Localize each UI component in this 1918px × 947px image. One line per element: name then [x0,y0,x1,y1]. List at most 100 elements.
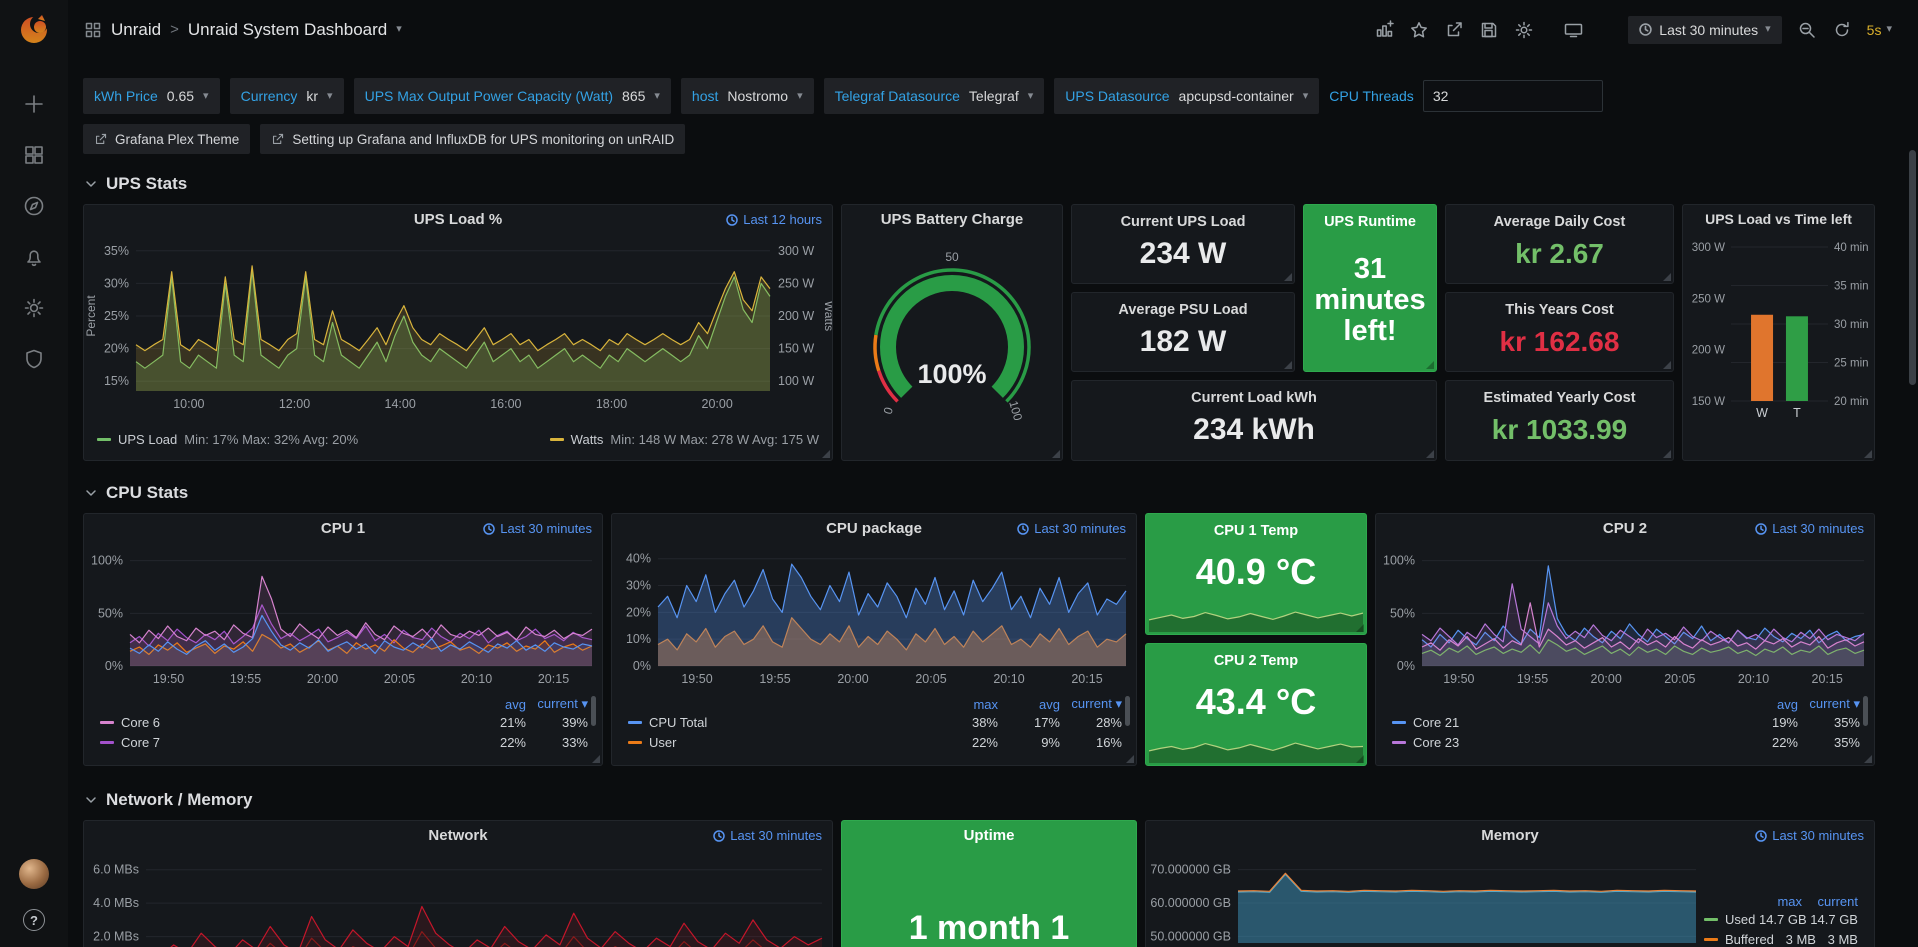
legend-row[interactable]: Used 14.7 GB 14.7 GB [1704,909,1858,929]
cpu-package-chart[interactable]: 40% 30% 20% 10% 0% 19:50 19:55 20:00 20:05 20:10 2… [612,542,1136,692]
panel-title[interactable]: Uptime [963,826,1015,844]
time-range-picker[interactable]: Last 30 minutes ▾ [1628,15,1782,44]
refresh-interval-picker[interactable]: 5s ▾ [1867,22,1892,38]
dashboards-icon[interactable] [22,143,46,167]
panel-title[interactable]: UPS Runtime [1324,214,1416,230]
legend-scrollbar[interactable] [1863,696,1868,726]
panel-title[interactable]: Current Load kWh [1191,390,1317,406]
panel-title[interactable]: Network [428,826,488,844]
variable-kwh-price[interactable]: kWh Price 0.65 ▾ [83,78,220,114]
dashboard-settings-gear-icon[interactable] [1514,20,1534,40]
panel-title[interactable]: Average Daily Cost [1493,214,1626,230]
legend-column-max[interactable]: max [1777,893,1802,909]
page-scrollbar-thumb[interactable] [1909,150,1916,385]
svg-text:20:05: 20:05 [1664,672,1695,686]
panel-title[interactable]: CPU 2 Temp [1213,653,1299,669]
cpu-threads-input[interactable] [1422,80,1603,112]
legend-column-current[interactable]: current ▾ [1809,696,1860,711]
gauge-value: 100% [917,359,987,389]
create-plus-icon[interactable] [22,92,46,116]
legend-column-current[interactable]: current ▾ [1071,696,1122,711]
time-range-badge[interactable]: Last 30 minutes [713,828,822,843]
legend-scrollbar[interactable] [1125,696,1130,726]
legend-column-avg[interactable]: avg [1777,696,1798,712]
legend-column-current[interactable]: current [1817,893,1858,909]
svg-text:70.000000 GB: 70.000000 GB [1150,863,1231,877]
cpu1-chart[interactable]: 100% 50% 0% 19:50 19:55 20:00 20:05 20:10 20:15 [84,542,602,692]
legend-row[interactable]: Buffered 3 MB 3 MB [1704,929,1858,947]
breadcrumb-app[interactable]: Unraid [111,19,162,39]
panel-title[interactable]: CPU 1 Temp [1213,523,1299,539]
panel-title[interactable]: UPS Load % [413,210,503,228]
section-header-ups-stats[interactable]: UPS Stats [85,174,1877,194]
zoom-out-icon[interactable] [1797,20,1817,40]
server-admin-shield-icon[interactable] [22,347,46,371]
time-range-badge[interactable]: Last 30 minutes [1755,828,1864,843]
time-range-badge[interactable]: Last 30 minutes [483,521,592,536]
panel-cpu1-temp: CPU 1 Temp 40.9 °C [1145,513,1367,635]
network-chart[interactable]: 6.0 MBs 4.0 MBs 2.0 MBs [84,849,832,947]
legend-column-max[interactable]: max [973,696,998,712]
legend-row[interactable]: Core 7 22% 33% [100,732,588,752]
panel-title[interactable]: Memory [1481,826,1539,844]
save-icon[interactable] [1479,20,1499,40]
panel-title[interactable]: UPS Battery Charge [880,210,1024,228]
legend-item[interactable]: UPS Load Min: 17% Max: 32% Avg: 20% [97,432,358,447]
panel-title[interactable]: Estimated Yearly Cost [1483,390,1636,406]
ups-load-chart[interactable]: 35% 30% 25% 20% 15% 300 W 250 W 200 W 150 W 100 W… [84,233,832,431]
legend-row[interactable]: Core 23 22% 35% [1392,732,1860,752]
panel-title[interactable]: CPU package [826,519,922,537]
refresh-icon[interactable] [1832,20,1852,40]
caret-down-icon[interactable]: ▾ [396,23,402,35]
time-range-badge[interactable]: Last 12 hours [726,212,822,227]
configuration-gear-icon[interactable] [22,296,46,320]
svg-text:12:00: 12:00 [279,397,310,411]
svg-text:0%: 0% [1397,659,1415,673]
share-icon[interactable] [1444,20,1464,40]
panel-title[interactable]: This Years Cost [1505,302,1614,318]
user-avatar[interactable] [19,859,49,889]
time-range-badge[interactable]: Last 30 minutes [1017,521,1126,536]
variable-ups-max-output[interactable]: UPS Max Output Power Capacity (Watt) 865… [353,78,671,114]
legend-scrollbar[interactable] [591,696,596,726]
panel-title[interactable]: CPU 2 [1602,519,1648,537]
panel-title[interactable]: Current UPS Load [1120,214,1246,230]
cpu1_temp-spark [1149,611,1363,632]
legend-value: 21% [499,714,526,730]
link-ups-monitoring-guide[interactable]: Setting up Grafana and InfluxDB for UPS … [260,124,686,154]
section-header-cpu-stats[interactable]: CPU Stats [85,483,1877,503]
legend-column-current[interactable]: current ▾ [537,696,588,711]
star-icon[interactable] [1409,20,1429,40]
cpu2-chart[interactable]: 100% 50% 0% 19:50 19:55 20:00 20:05 20:10 20:15 [1376,542,1874,692]
help-icon[interactable]: ? [23,909,45,931]
add-panel-icon[interactable] [1374,20,1394,40]
legend-row[interactable]: CPU Total 38% 17% 28% [628,712,1122,732]
legend-row[interactable]: Core 21 19% 35% [1392,712,1860,732]
variable-telegraf-datasource[interactable]: Telegraf Datasource Telegraf ▾ [823,78,1045,114]
panel-title[interactable]: CPU 1 [320,519,366,537]
section-header-network-memory[interactable]: Network / Memory [85,790,1877,810]
legend-column-avg[interactable]: avg [1039,696,1060,712]
grafana-logo[interactable] [15,10,53,48]
time-range-badge[interactable]: Last 30 minutes [1755,521,1864,536]
panel-ups-load-vs-time-left: UPS Load vs Time left 40 min 35 min 30 min… [1682,204,1875,461]
dashboard-title[interactable]: Unraid System Dashboard [187,19,388,39]
variable-currency[interactable]: Currency kr ▾ [229,78,344,114]
panel-title[interactable]: UPS Load vs Time left [1705,211,1852,227]
panel-title[interactable]: Average PSU Load [1118,302,1248,318]
variable-host[interactable]: host Nostromo ▾ [680,78,814,114]
memory-chart[interactable]: 70.000000 GB 60.000000 GB 50.000000 GB [1146,849,1704,947]
legend-item[interactable]: Watts Min: 148 W Max: 278 W Avg: 175 W [549,432,819,447]
legend-column-avg[interactable]: avg [505,696,526,712]
link-grafana-plex-theme[interactable]: Grafana Plex Theme [83,124,251,154]
series-name: Core 7 [121,734,161,750]
alerting-bell-icon[interactable] [22,245,46,269]
legend-row[interactable]: User 22% 9% 16% [628,732,1122,752]
ups-bars-chart[interactable]: 40 min 35 min 30 min 25 min 20 min 300 W 250 W… [1683,233,1874,458]
explore-compass-icon[interactable] [22,194,46,218]
variable-ups-datasource[interactable]: UPS Datasource apcupsd-container ▾ [1054,78,1320,114]
clock-icon [483,522,495,535]
apps-grid-icon[interactable] [84,21,102,39]
cycle-view-tv-icon[interactable] [1563,20,1583,40]
legend-row[interactable]: Core 6 21% 39% [100,712,588,732]
